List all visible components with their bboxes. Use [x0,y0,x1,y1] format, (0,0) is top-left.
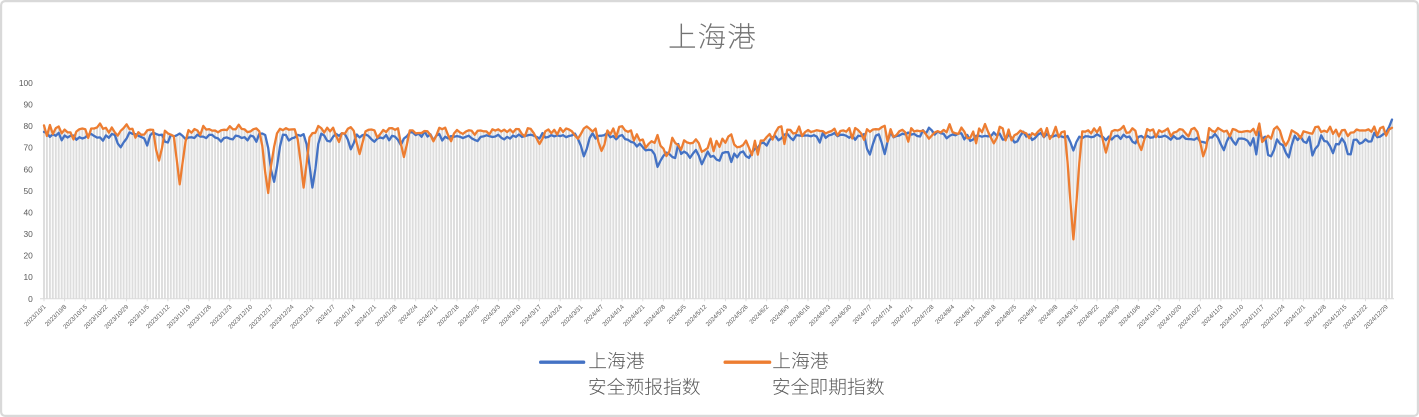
svg-text:10: 10 [23,272,33,282]
svg-text:100: 100 [19,78,33,88]
svg-text:80: 80 [23,121,33,131]
svg-text:40: 40 [23,207,33,217]
svg-text:20: 20 [23,251,33,261]
svg-text:30: 30 [23,229,33,239]
svg-text:50: 50 [23,186,33,196]
svg-text:70: 70 [23,143,33,153]
svg-text:90: 90 [23,100,33,110]
svg-text:60: 60 [23,164,33,174]
svg-text:0: 0 [28,294,33,304]
